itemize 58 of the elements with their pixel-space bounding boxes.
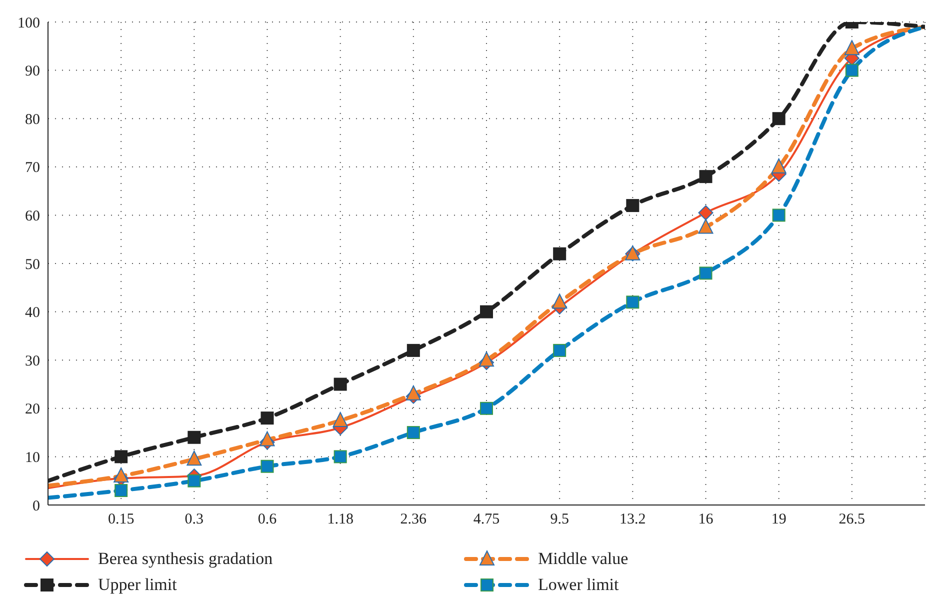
x-tick-label: 19 (771, 512, 786, 528)
x-tick-label: 13.2 (620, 512, 646, 528)
point (260, 412, 274, 425)
legend-label: Middle value (538, 549, 628, 569)
point (114, 450, 128, 464)
point (406, 385, 421, 400)
point (698, 218, 714, 234)
x-tick-label: 16 (698, 512, 714, 528)
y-tick-label: 10 (25, 450, 40, 466)
x-tick-label: 4.75 (473, 512, 500, 528)
point (698, 205, 714, 220)
point (186, 450, 202, 466)
point (334, 378, 347, 391)
point (260, 460, 274, 473)
point (772, 208, 786, 222)
point (332, 412, 348, 427)
point (772, 112, 786, 126)
y-tick-label: 20 (25, 402, 40, 418)
point (626, 199, 640, 212)
x-tick-label: 9.5 (550, 512, 569, 528)
point (188, 474, 201, 488)
point (552, 294, 568, 309)
x-tick-label: 1.18 (327, 512, 354, 528)
point (553, 247, 566, 260)
y-tick-label: 40 (25, 305, 40, 322)
point (845, 64, 858, 77)
point (334, 450, 347, 464)
legend-label: Lower limit (538, 575, 619, 595)
y-tick-label: 70 (25, 160, 40, 176)
legend-label: Upper limit (98, 575, 177, 595)
y-tick-label: 100 (18, 15, 40, 32)
y-tick-label: 30 (25, 353, 40, 370)
point (406, 426, 420, 440)
y-tick-label: 50 (25, 256, 40, 273)
x-tick-label: 0.3 (184, 512, 204, 528)
x-tick-label: 0.6 (258, 512, 278, 528)
y-tick-label: 80 (25, 112, 40, 128)
x-tick-label: 0.15 (108, 512, 134, 528)
point (699, 266, 712, 280)
point (479, 352, 494, 367)
y-tick-label: 60 (25, 208, 40, 225)
legend-label: Berea synthesis gradation (98, 549, 273, 569)
point (699, 170, 712, 184)
point (260, 431, 275, 446)
point (480, 305, 493, 318)
x-tick-label: 26.5 (838, 512, 866, 528)
point (114, 484, 128, 498)
point (114, 468, 129, 483)
point (406, 344, 420, 357)
point (553, 344, 566, 357)
point (771, 158, 786, 174)
point (844, 40, 860, 56)
point (626, 296, 640, 309)
point (188, 430, 201, 444)
point (480, 402, 493, 415)
y-tick-label: 0 (32, 498, 40, 514)
x-tick-label: 2.36 (400, 512, 428, 528)
y-tick-label: 90 (25, 64, 40, 80)
